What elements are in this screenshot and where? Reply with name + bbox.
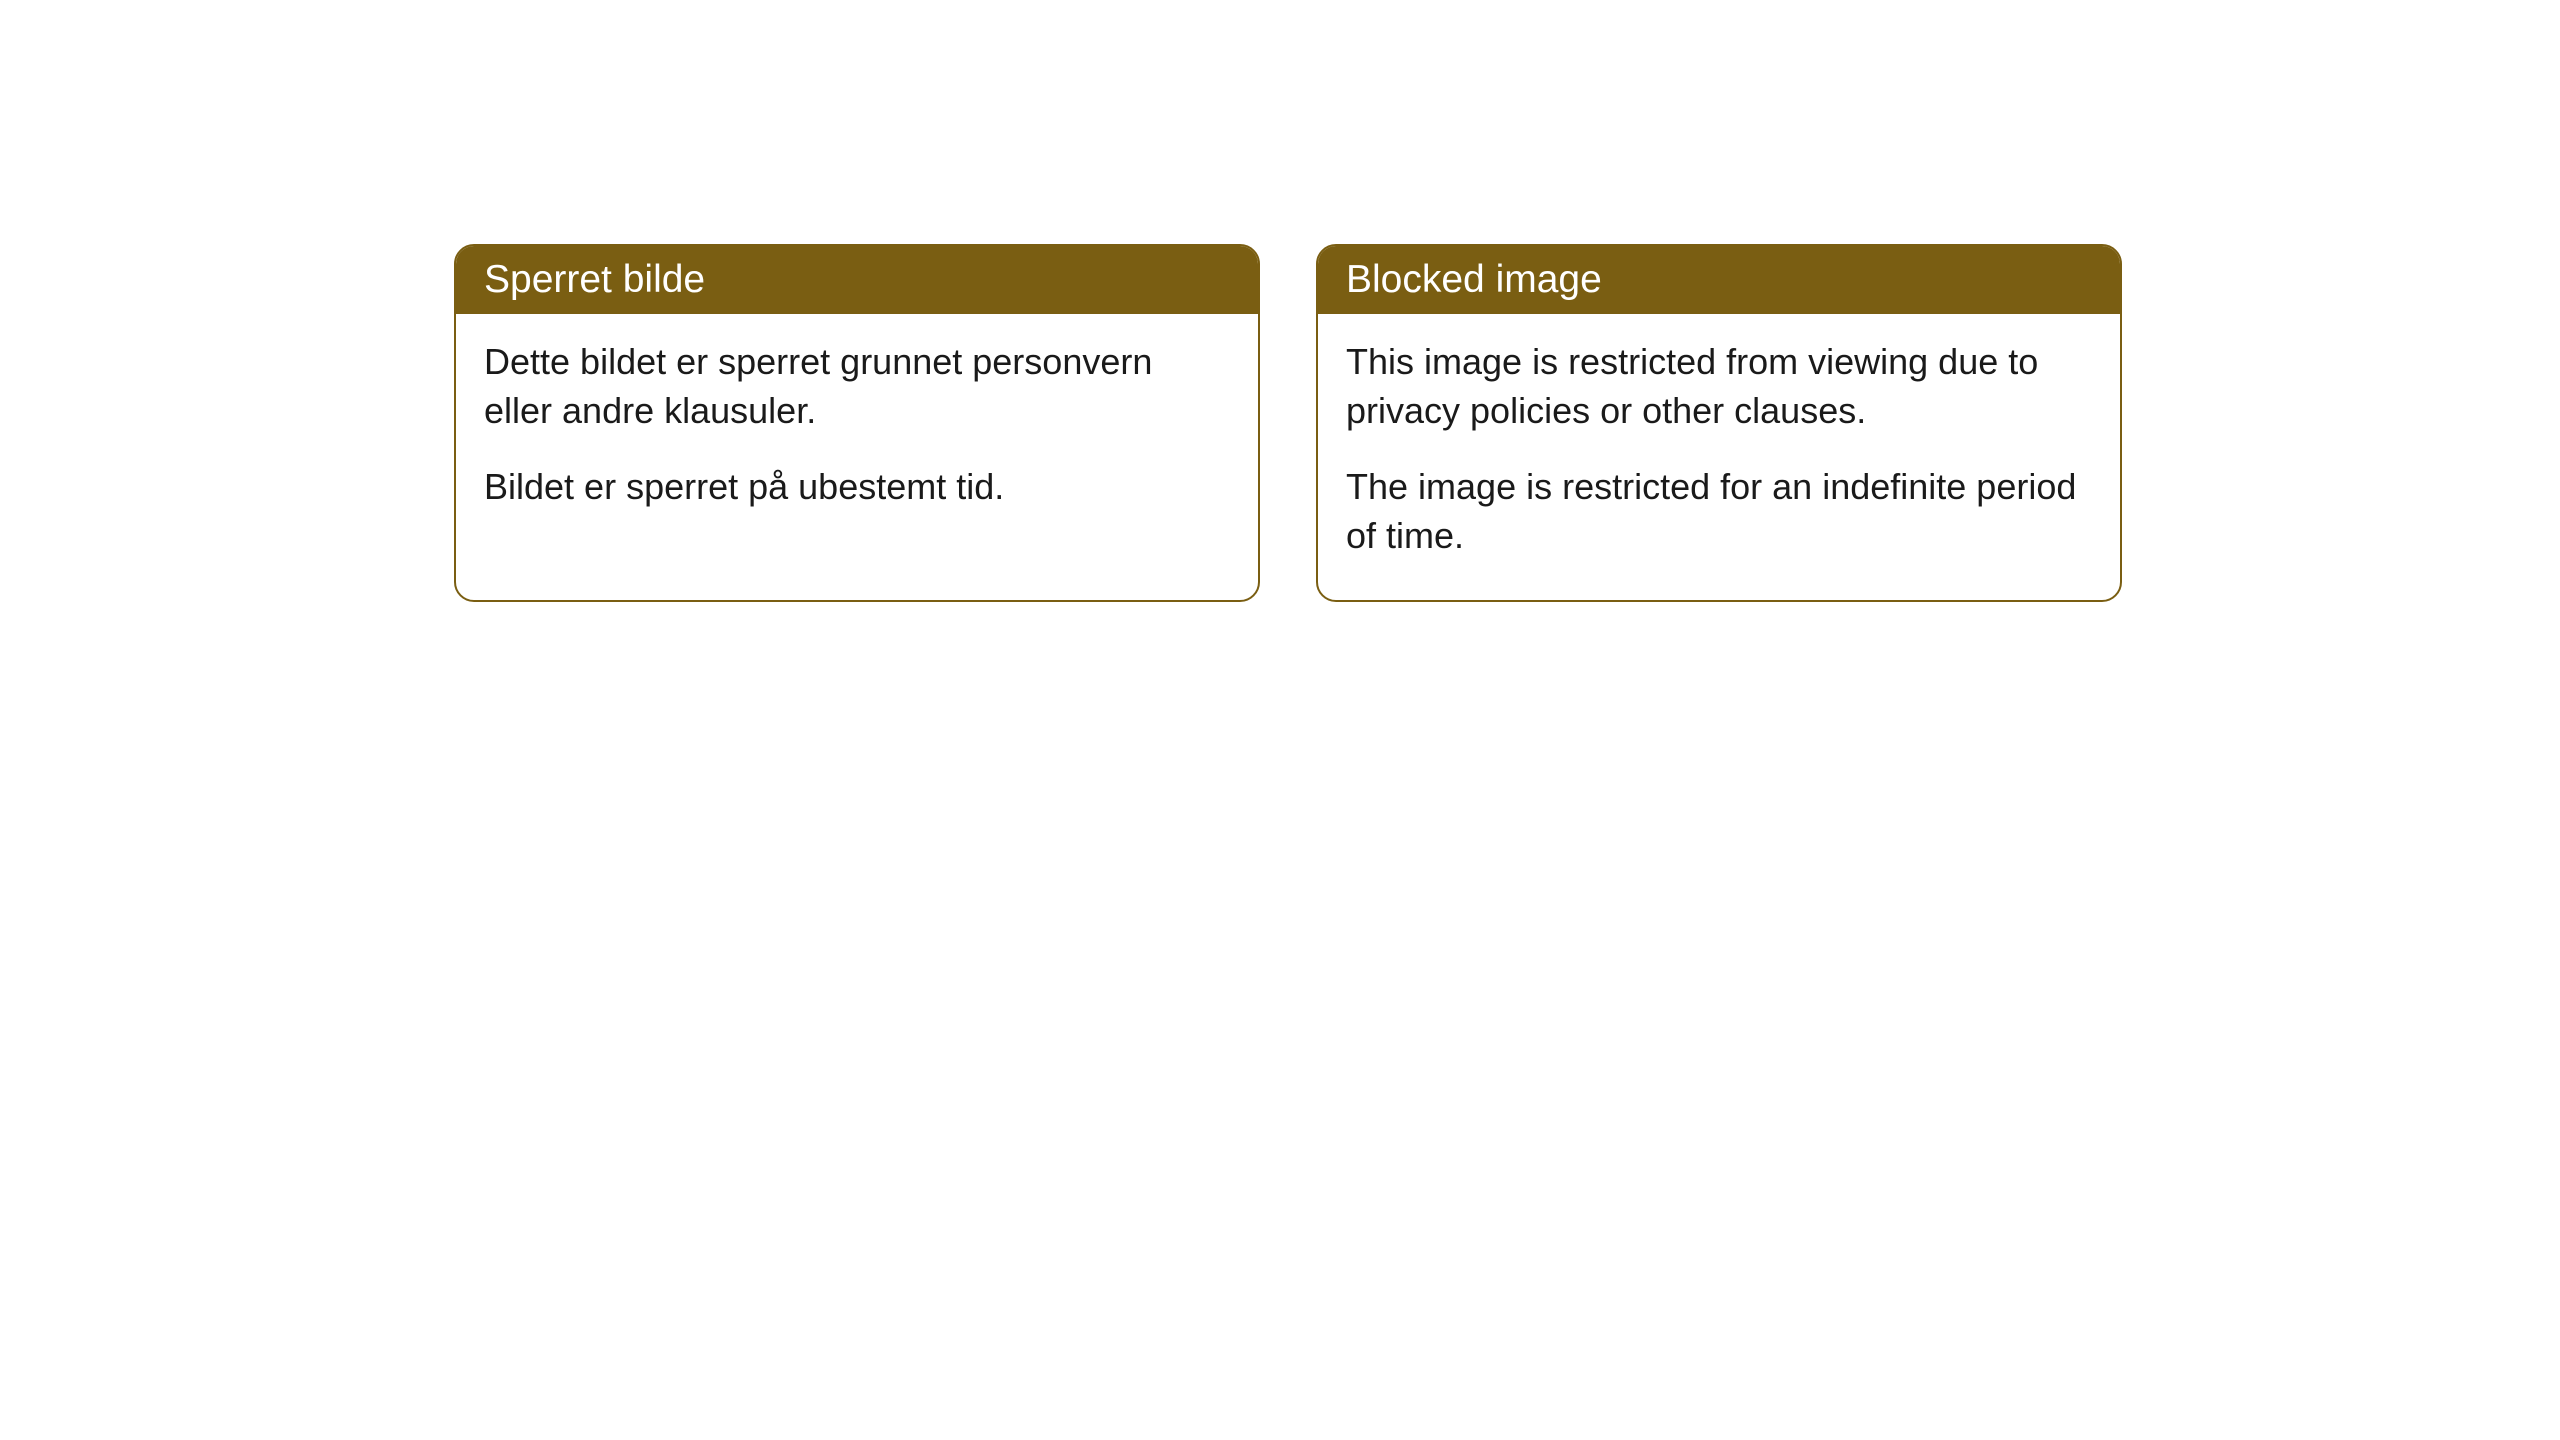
card-title-english: Blocked image — [1346, 258, 1602, 301]
card-english: Blocked image This image is restricted f… — [1316, 244, 2122, 602]
card-norwegian: Sperret bilde Dette bildet er sperret gr… — [454, 244, 1260, 602]
card-title-norwegian: Sperret bilde — [484, 258, 705, 301]
card-header-norwegian: Sperret bilde — [456, 246, 1258, 314]
card-paragraph1-english: This image is restricted from viewing du… — [1346, 338, 2092, 435]
card-paragraph2-english: The image is restricted for an indefinit… — [1346, 463, 2092, 560]
card-paragraph1-norwegian: Dette bildet er sperret grunnet personve… — [484, 338, 1230, 435]
cards-container: Sperret bilde Dette bildet er sperret gr… — [454, 244, 2122, 602]
card-body-norwegian: Dette bildet er sperret grunnet personve… — [456, 314, 1258, 552]
card-body-english: This image is restricted from viewing du… — [1318, 314, 2120, 600]
card-header-english: Blocked image — [1318, 246, 2120, 314]
card-paragraph2-norwegian: Bildet er sperret på ubestemt tid. — [484, 463, 1230, 512]
